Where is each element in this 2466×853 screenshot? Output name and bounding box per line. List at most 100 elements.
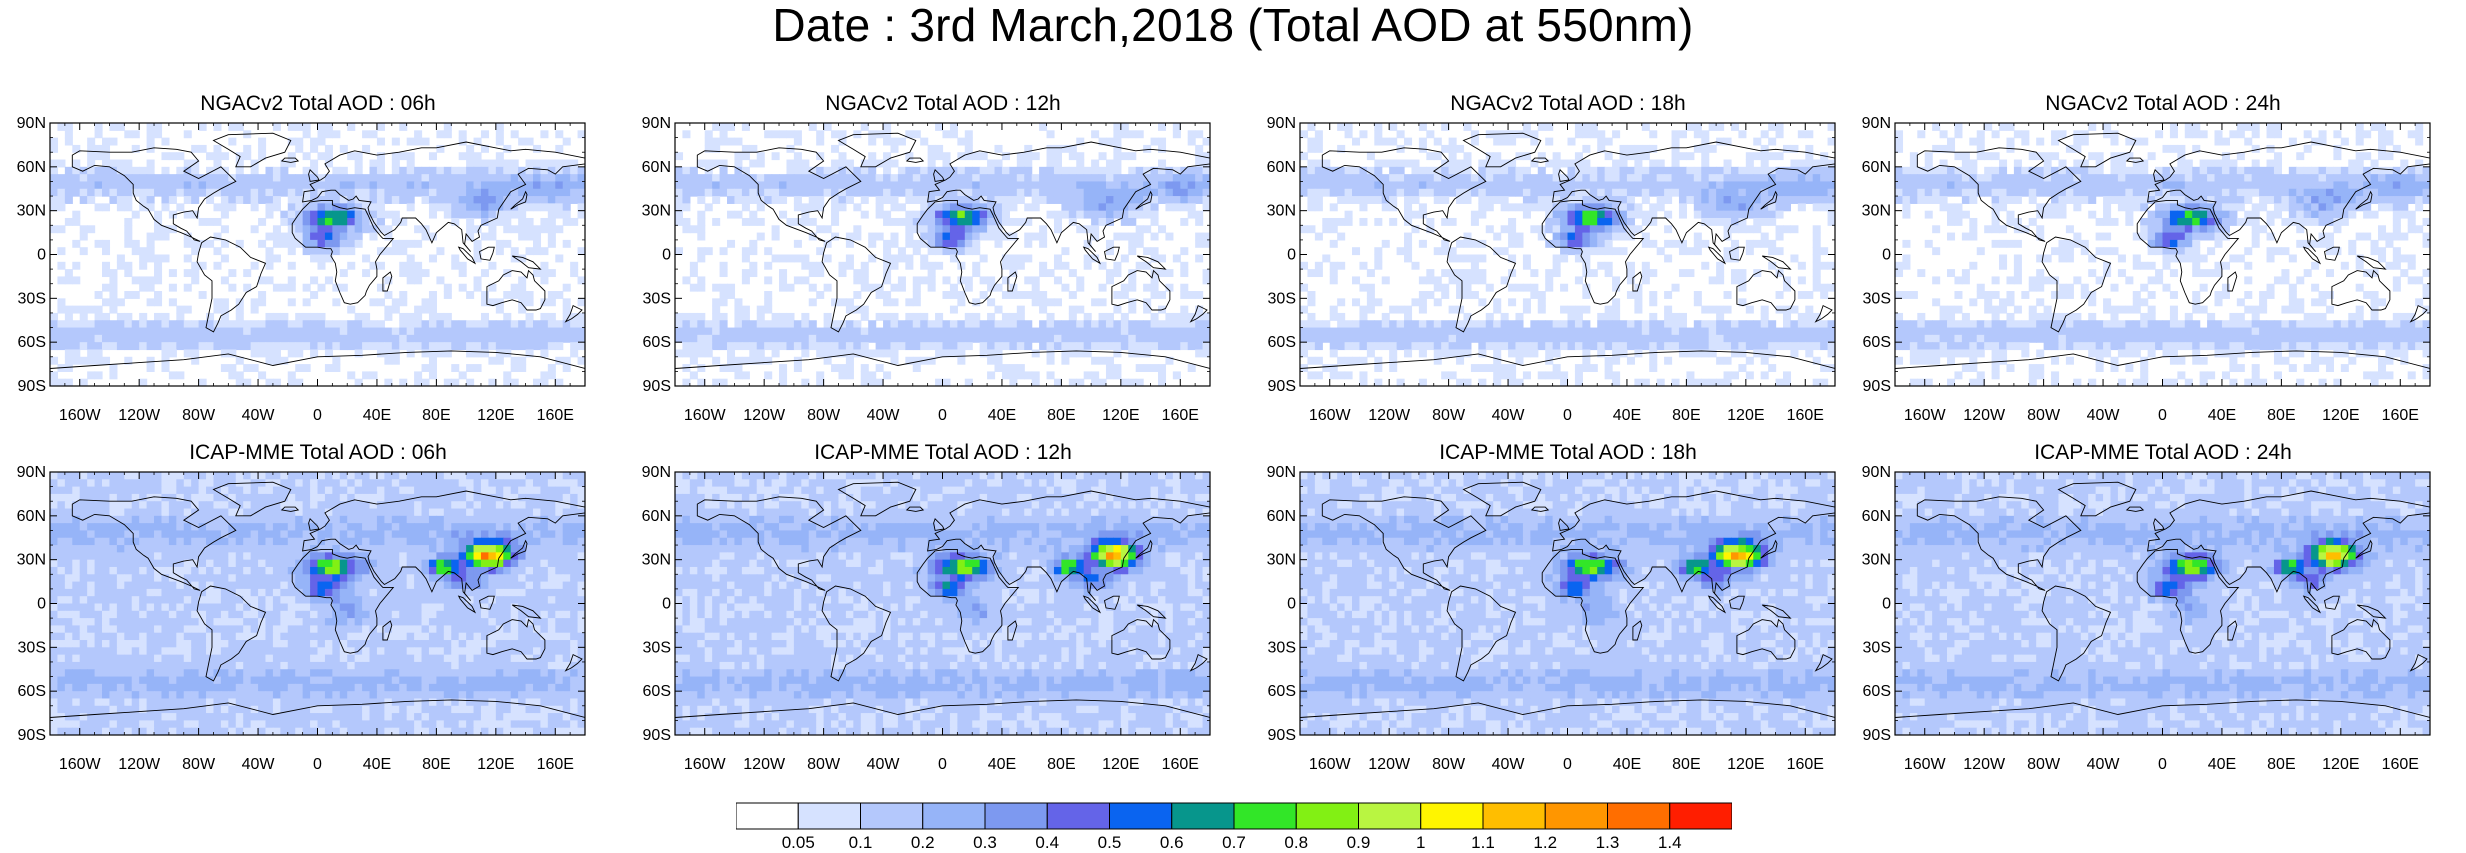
lon-tick-label: 160W xyxy=(684,756,727,773)
lon-tick-label: 120E xyxy=(477,407,514,424)
colorbar-swatch xyxy=(797,802,861,830)
lat-tick-label: 0 xyxy=(662,247,671,264)
lat-tick-label: 90S xyxy=(1268,727,1296,744)
colorbar-swatch xyxy=(1544,802,1608,830)
colorbar-swatch xyxy=(1669,802,1733,830)
lat-tick-label: 90N xyxy=(17,464,46,481)
aod-map: 90N 60N 30N 0 30S 60S 90S 160W 120W 80W 40W 0 40E 80E… xyxy=(17,115,586,424)
lon-tick-label: 80E xyxy=(1047,407,1075,424)
panel-title: ICAP-MME Total AOD : 24h xyxy=(2034,441,2292,464)
lon-tick-label: 160E xyxy=(1162,407,1199,424)
lon-tick-label: 80E xyxy=(1672,407,1700,424)
lat-tick-label: 30N xyxy=(1267,552,1296,569)
coastlines xyxy=(50,481,585,735)
colorbar-label: 0.8 xyxy=(1284,833,1309,852)
map-panel-ngac-06h: NGACv2 Total AOD : 06h 90N 60N 30N 0 30S 60S 9… xyxy=(17,92,608,432)
aod-field xyxy=(675,472,1210,735)
map-panel-icap-18h: ICAP-MME Total AOD : 18h 90N 60N 30N 0 30S 60… xyxy=(1267,441,1858,781)
lat-tick-label: 0 xyxy=(1287,596,1296,613)
aod-colorbar: 0.05 0.1 0.2 0.3 0.4 0.5 0.6 0.7 0.8 0.9 1 1.1 1.2 1.… xyxy=(735,802,1733,852)
lon-tick-label: 120W xyxy=(118,407,161,424)
colorbar-swatch xyxy=(1420,802,1484,830)
colorbar-label: 0.9 xyxy=(1346,833,1371,852)
panel-title: NGACv2 Total AOD : 18h xyxy=(1450,92,1686,115)
colorbar-label: 1.4 xyxy=(1657,833,1682,852)
lon-tick-label: 160E xyxy=(1787,756,1824,773)
lat-tick-label: 60N xyxy=(1862,508,1891,525)
lon-tick-label: 40W xyxy=(242,756,276,773)
lat-tick-label: 90S xyxy=(1268,378,1296,395)
lat-tick-label: 30S xyxy=(18,639,46,656)
colorbar-swatch xyxy=(1482,802,1546,830)
lon-tick-label: 120W xyxy=(1963,407,2006,424)
lon-tick-label: 160E xyxy=(1787,407,1824,424)
lon-tick-label: 80W xyxy=(2027,407,2061,424)
lat-tick-label: 90N xyxy=(17,115,46,132)
lon-tick-label: 80W xyxy=(182,407,216,424)
lon-tick-label: 40E xyxy=(988,756,1016,773)
map-panel-icap-06h: ICAP-MME Total AOD : 06h 90N 60N 30N 0 30S 60… xyxy=(17,441,608,781)
lon-tick-label: 80E xyxy=(422,407,450,424)
lon-tick-label: 40W xyxy=(2087,756,2121,773)
lon-tick-label: 120W xyxy=(1368,756,1411,773)
lat-tick-label: 0 xyxy=(37,247,46,264)
lat-tick-label: 30S xyxy=(643,290,671,307)
lat-tick-label: 30N xyxy=(642,552,671,569)
colorbar-swatch xyxy=(1171,802,1235,830)
lon-tick-label: 40W xyxy=(2087,407,2121,424)
lon-tick-label: 40E xyxy=(988,407,1016,424)
lat-tick-label: 90S xyxy=(1863,378,1891,395)
lat-tick-label: 60S xyxy=(18,683,46,700)
lat-tick-label: 60N xyxy=(1267,508,1296,525)
map-panel-icap-12h: ICAP-MME Total AOD : 12h 90N 60N 30N 0 30S 60… xyxy=(642,441,1233,781)
lon-tick-label: 120W xyxy=(743,756,786,773)
lat-tick-label: 90N xyxy=(642,115,671,132)
lon-tick-label: 120W xyxy=(118,756,161,773)
lon-tick-label: 0 xyxy=(313,756,322,773)
lat-tick-label: 0 xyxy=(1882,596,1891,613)
aod-field xyxy=(1300,472,1835,735)
lon-tick-label: 160E xyxy=(2382,756,2419,773)
lon-tick-label: 160W xyxy=(1309,407,1352,424)
aod-map: 90N 60N 30N 0 30S 60S 90S 160W 120W 80W 40W 0 40E 80E… xyxy=(1267,464,1836,773)
lon-tick-label: 80W xyxy=(2027,756,2061,773)
lon-tick-label: 160E xyxy=(2382,407,2419,424)
lat-tick-label: 30S xyxy=(1863,639,1891,656)
colorbar-swatch xyxy=(1046,802,1110,830)
lat-tick-label: 60S xyxy=(1863,334,1891,351)
lon-tick-label: 80E xyxy=(2267,756,2295,773)
lat-tick-label: 0 xyxy=(1287,247,1296,264)
lon-tick-label: 120E xyxy=(477,756,514,773)
lon-tick-label: 120E xyxy=(2322,756,2359,773)
coastlines xyxy=(1300,132,1835,386)
lat-tick-label: 30S xyxy=(1268,290,1296,307)
lat-tick-label: 90N xyxy=(1862,464,1891,481)
lat-tick-label: 30S xyxy=(18,290,46,307)
lat-tick-label: 90S xyxy=(18,727,46,744)
lon-tick-label: 80E xyxy=(1047,756,1075,773)
lon-tick-label: 0 xyxy=(938,407,947,424)
aod-field xyxy=(1895,123,2430,386)
panel-title: NGACv2 Total AOD : 12h xyxy=(825,92,1061,115)
panel-title: NGACv2 Total AOD : 06h xyxy=(200,92,436,115)
panel-title: ICAP-MME Total AOD : 06h xyxy=(189,441,447,464)
aod-map: 90N 60N 30N 0 30S 60S 90S 160W 120W 80W 40W 0 40E 80E… xyxy=(17,464,586,773)
lon-tick-label: 160W xyxy=(1309,756,1352,773)
colorbar-label: 1.2 xyxy=(1533,833,1558,852)
lon-tick-label: 0 xyxy=(2158,756,2167,773)
lon-tick-label: 40W xyxy=(867,756,901,773)
lat-tick-label: 90N xyxy=(1267,115,1296,132)
lon-tick-label: 120E xyxy=(1727,756,1764,773)
lat-tick-label: 60N xyxy=(1267,159,1296,176)
lat-tick-label: 30N xyxy=(17,552,46,569)
lat-tick-label: 30N xyxy=(1862,203,1891,220)
lat-tick-label: 30N xyxy=(1267,203,1296,220)
lat-tick-label: 30S xyxy=(1268,639,1296,656)
lat-tick-label: 60S xyxy=(643,334,671,351)
coastlines xyxy=(1895,132,2430,386)
lat-tick-label: 90S xyxy=(643,727,671,744)
colorbar-swatch xyxy=(984,802,1048,830)
colorbar-label: 0.5 xyxy=(1097,833,1122,852)
panel-title: ICAP-MME Total AOD : 18h xyxy=(1439,441,1697,464)
aod-map: 90N 60N 30N 0 30S 60S 90S 160W 120W 80W 40W 0 40E 80E… xyxy=(1267,115,1836,424)
